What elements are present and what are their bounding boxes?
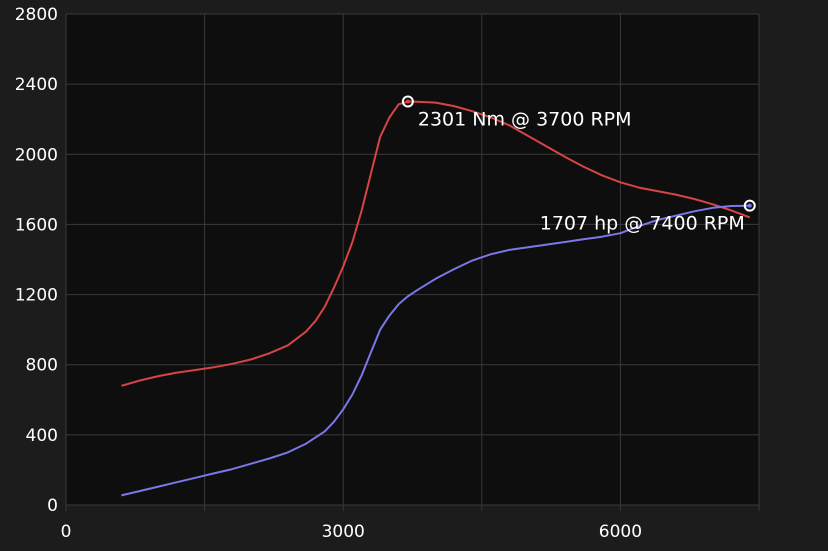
plot-area (66, 14, 759, 505)
y-tick-label: 1600 (15, 215, 58, 235)
x-tick-label: 6000 (599, 522, 642, 542)
y-tick-label: 1200 (15, 286, 58, 306)
peak-marker (743, 199, 756, 212)
x-tick-label: 0 (61, 522, 72, 542)
y-tick-label: 400 (26, 426, 58, 446)
y-tick-label: 2800 (15, 5, 58, 25)
peak-marker-dot (405, 99, 410, 104)
power-series-line (121, 204, 750, 497)
y-tick-label: 0 (47, 496, 58, 516)
torque-series-line (121, 100, 751, 387)
peak-marker-dot (747, 203, 752, 208)
peak-marker (401, 95, 414, 108)
y-tick-label: 2400 (15, 75, 58, 95)
y-tick-label: 2000 (15, 145, 58, 165)
peak-annotation-label: 2301 Nm @ 3700 RPM (418, 109, 632, 131)
x-tick-label: 3000 (322, 522, 365, 542)
peak-annotation-label: 1707 hp @ 7400 RPM (540, 213, 745, 235)
y-tick-label: 800 (26, 356, 58, 376)
